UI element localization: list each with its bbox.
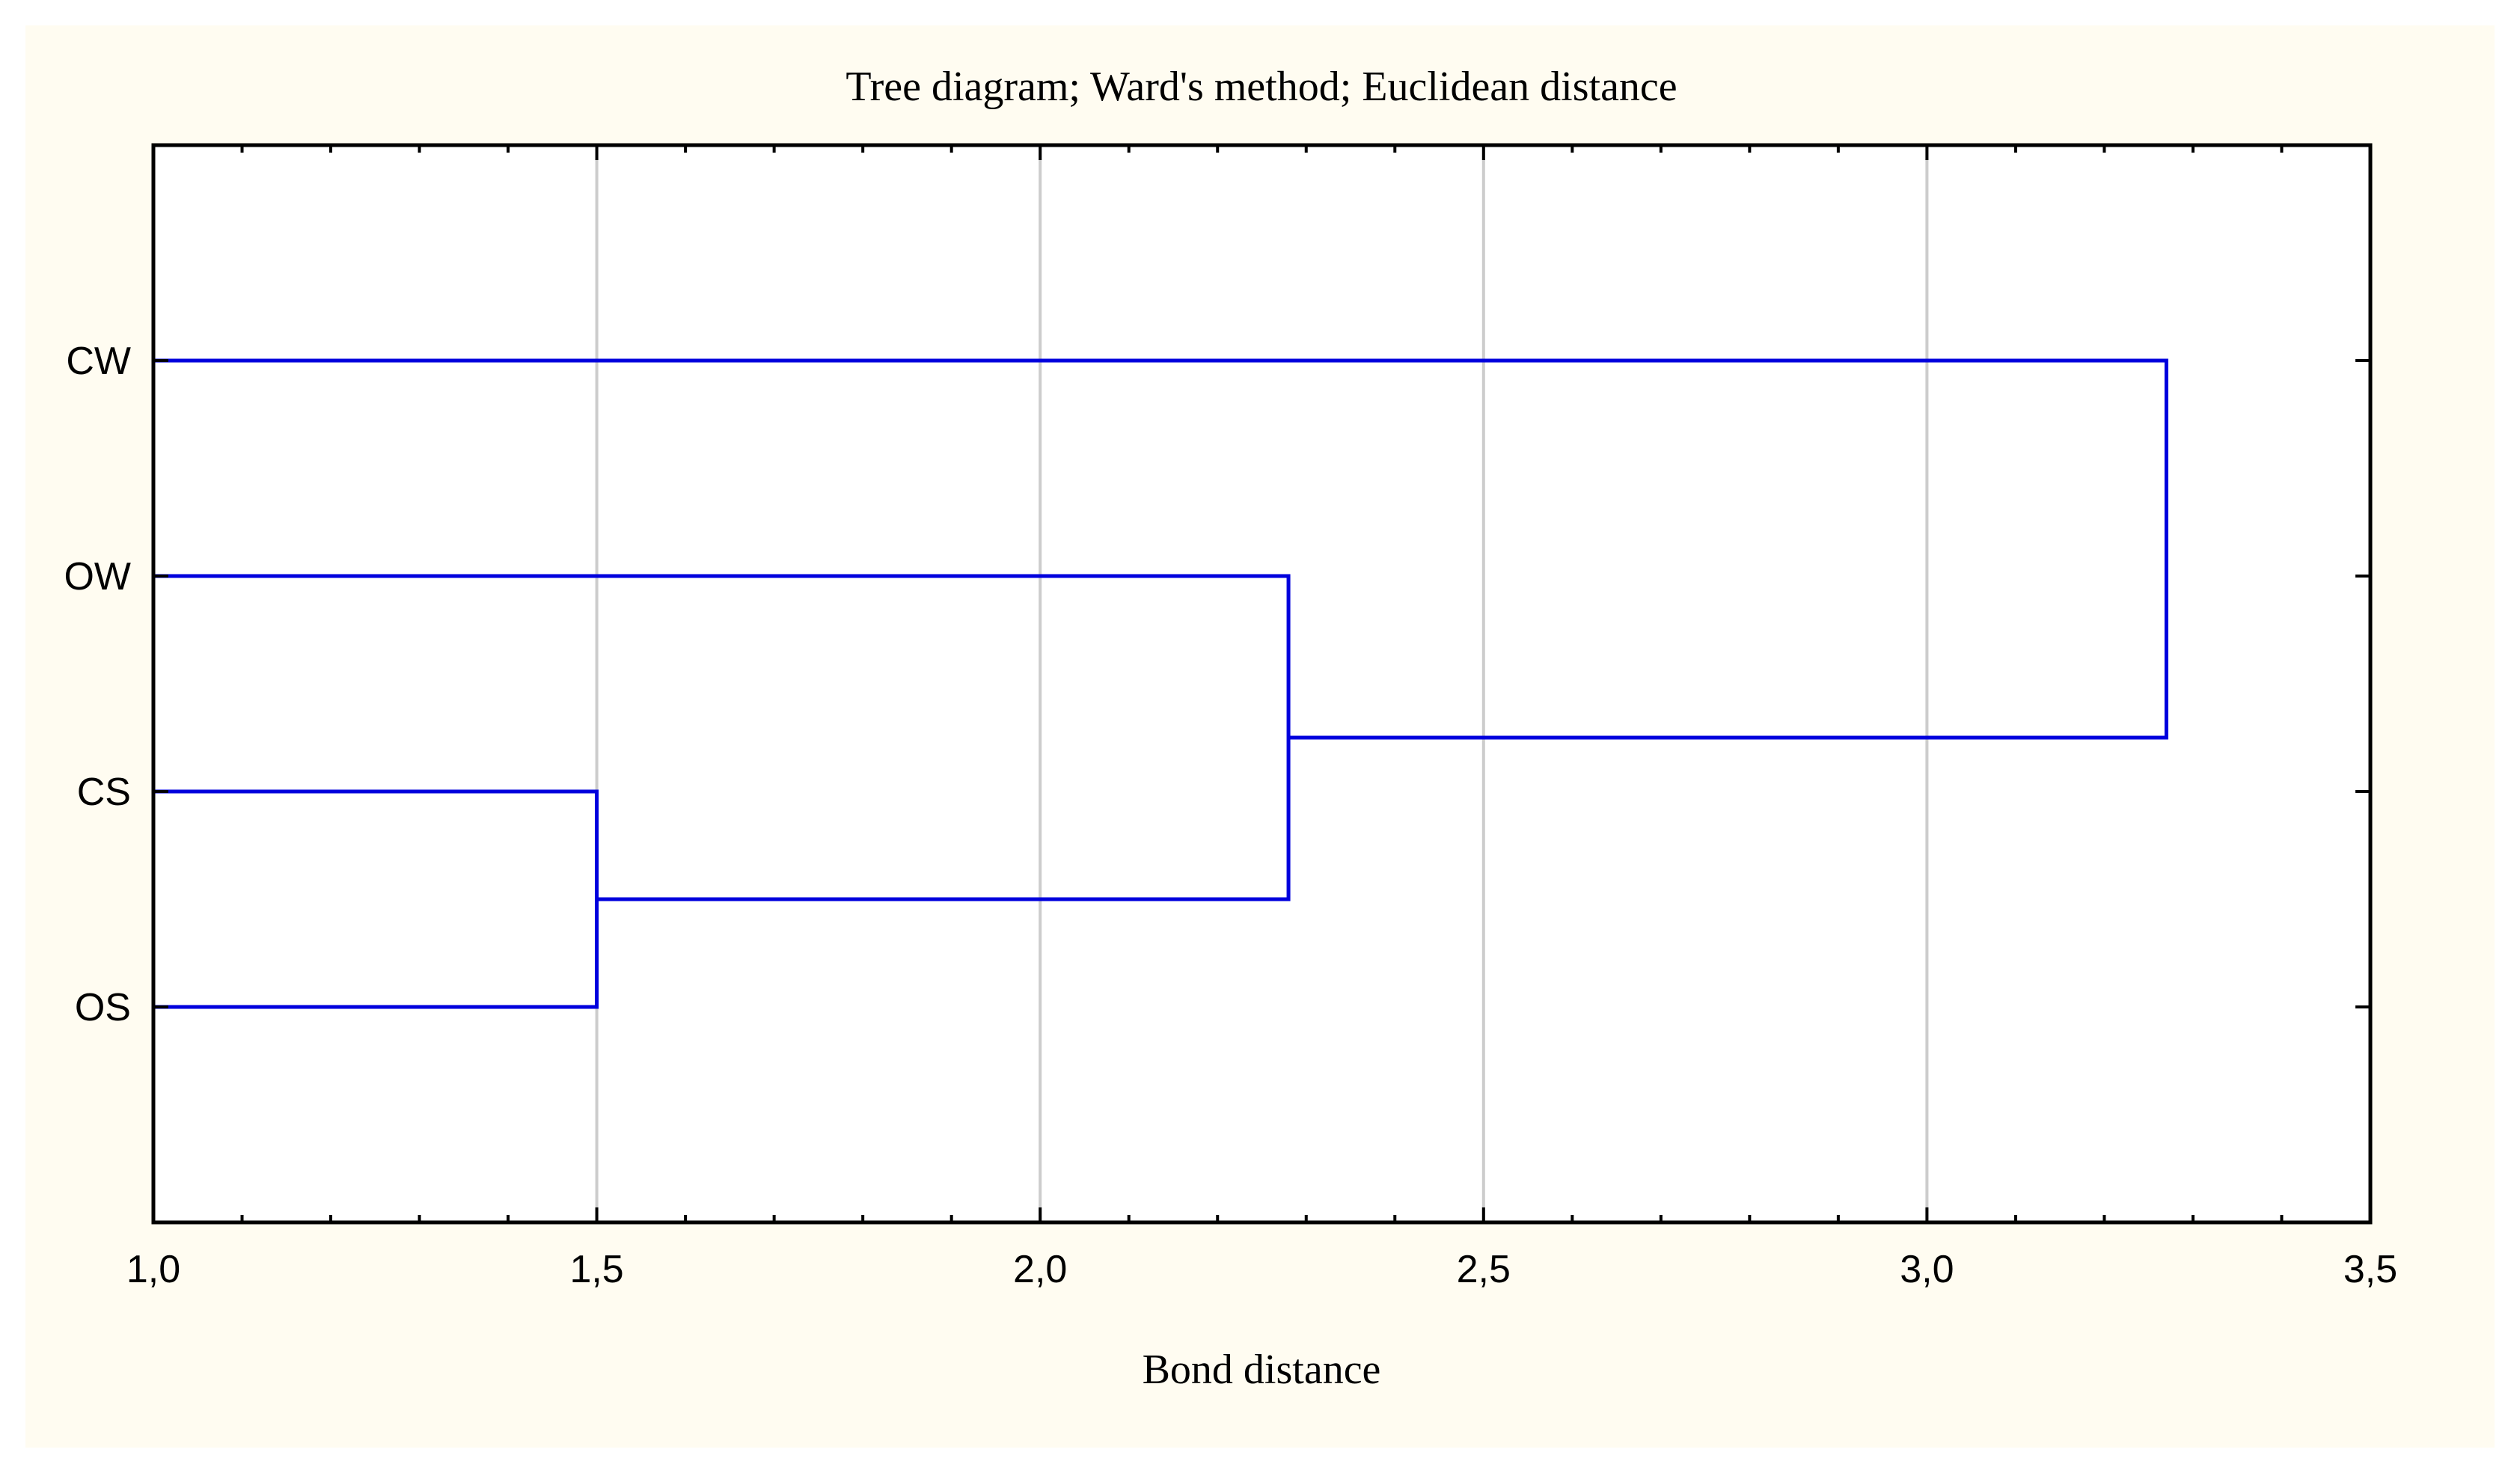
x-tick-label-2: 2,0 <box>1013 1248 1067 1291</box>
leaf-label-cs: CS <box>77 771 131 814</box>
x-tick-label-1: 1,5 <box>569 1248 623 1291</box>
dendrogram-links <box>153 358 2168 1009</box>
chart-title: Tree diagram; Ward's method; Euclidean d… <box>845 64 1677 110</box>
plot-area <box>153 145 2370 1222</box>
x-tick-label-5: 3,5 <box>2343 1248 2397 1291</box>
leaf-label-cw: CW <box>66 340 131 383</box>
merge-link-3 <box>153 358 2168 740</box>
chart-frame: 1,0 1,5 2,0 2,5 3,0 3,5 CW OW CS OS Tree diagram;… <box>25 25 2495 1448</box>
tick-labels: 1,0 1,5 2,0 2,5 3,0 3,5 CW OW CS OS <box>64 340 2397 1291</box>
plot-border <box>151 143 2373 1225</box>
leaf-label-os: OS <box>75 986 131 1029</box>
x-tick-label-4: 3,0 <box>1900 1248 1954 1291</box>
x-axis-label: Bond distance <box>1143 1347 1381 1393</box>
x-tick-label-0: 1,0 <box>126 1248 180 1291</box>
axis-ticks <box>152 145 2372 1222</box>
dendrogram-chart: 1,0 1,5 2,0 2,5 3,0 3,5 CW OW CS OS Tree diagram;… <box>64 64 2397 1393</box>
grid-lines <box>595 145 1929 1222</box>
leaf-label-ow: OW <box>64 555 131 598</box>
x-tick-label-3: 2,5 <box>1457 1248 1511 1291</box>
